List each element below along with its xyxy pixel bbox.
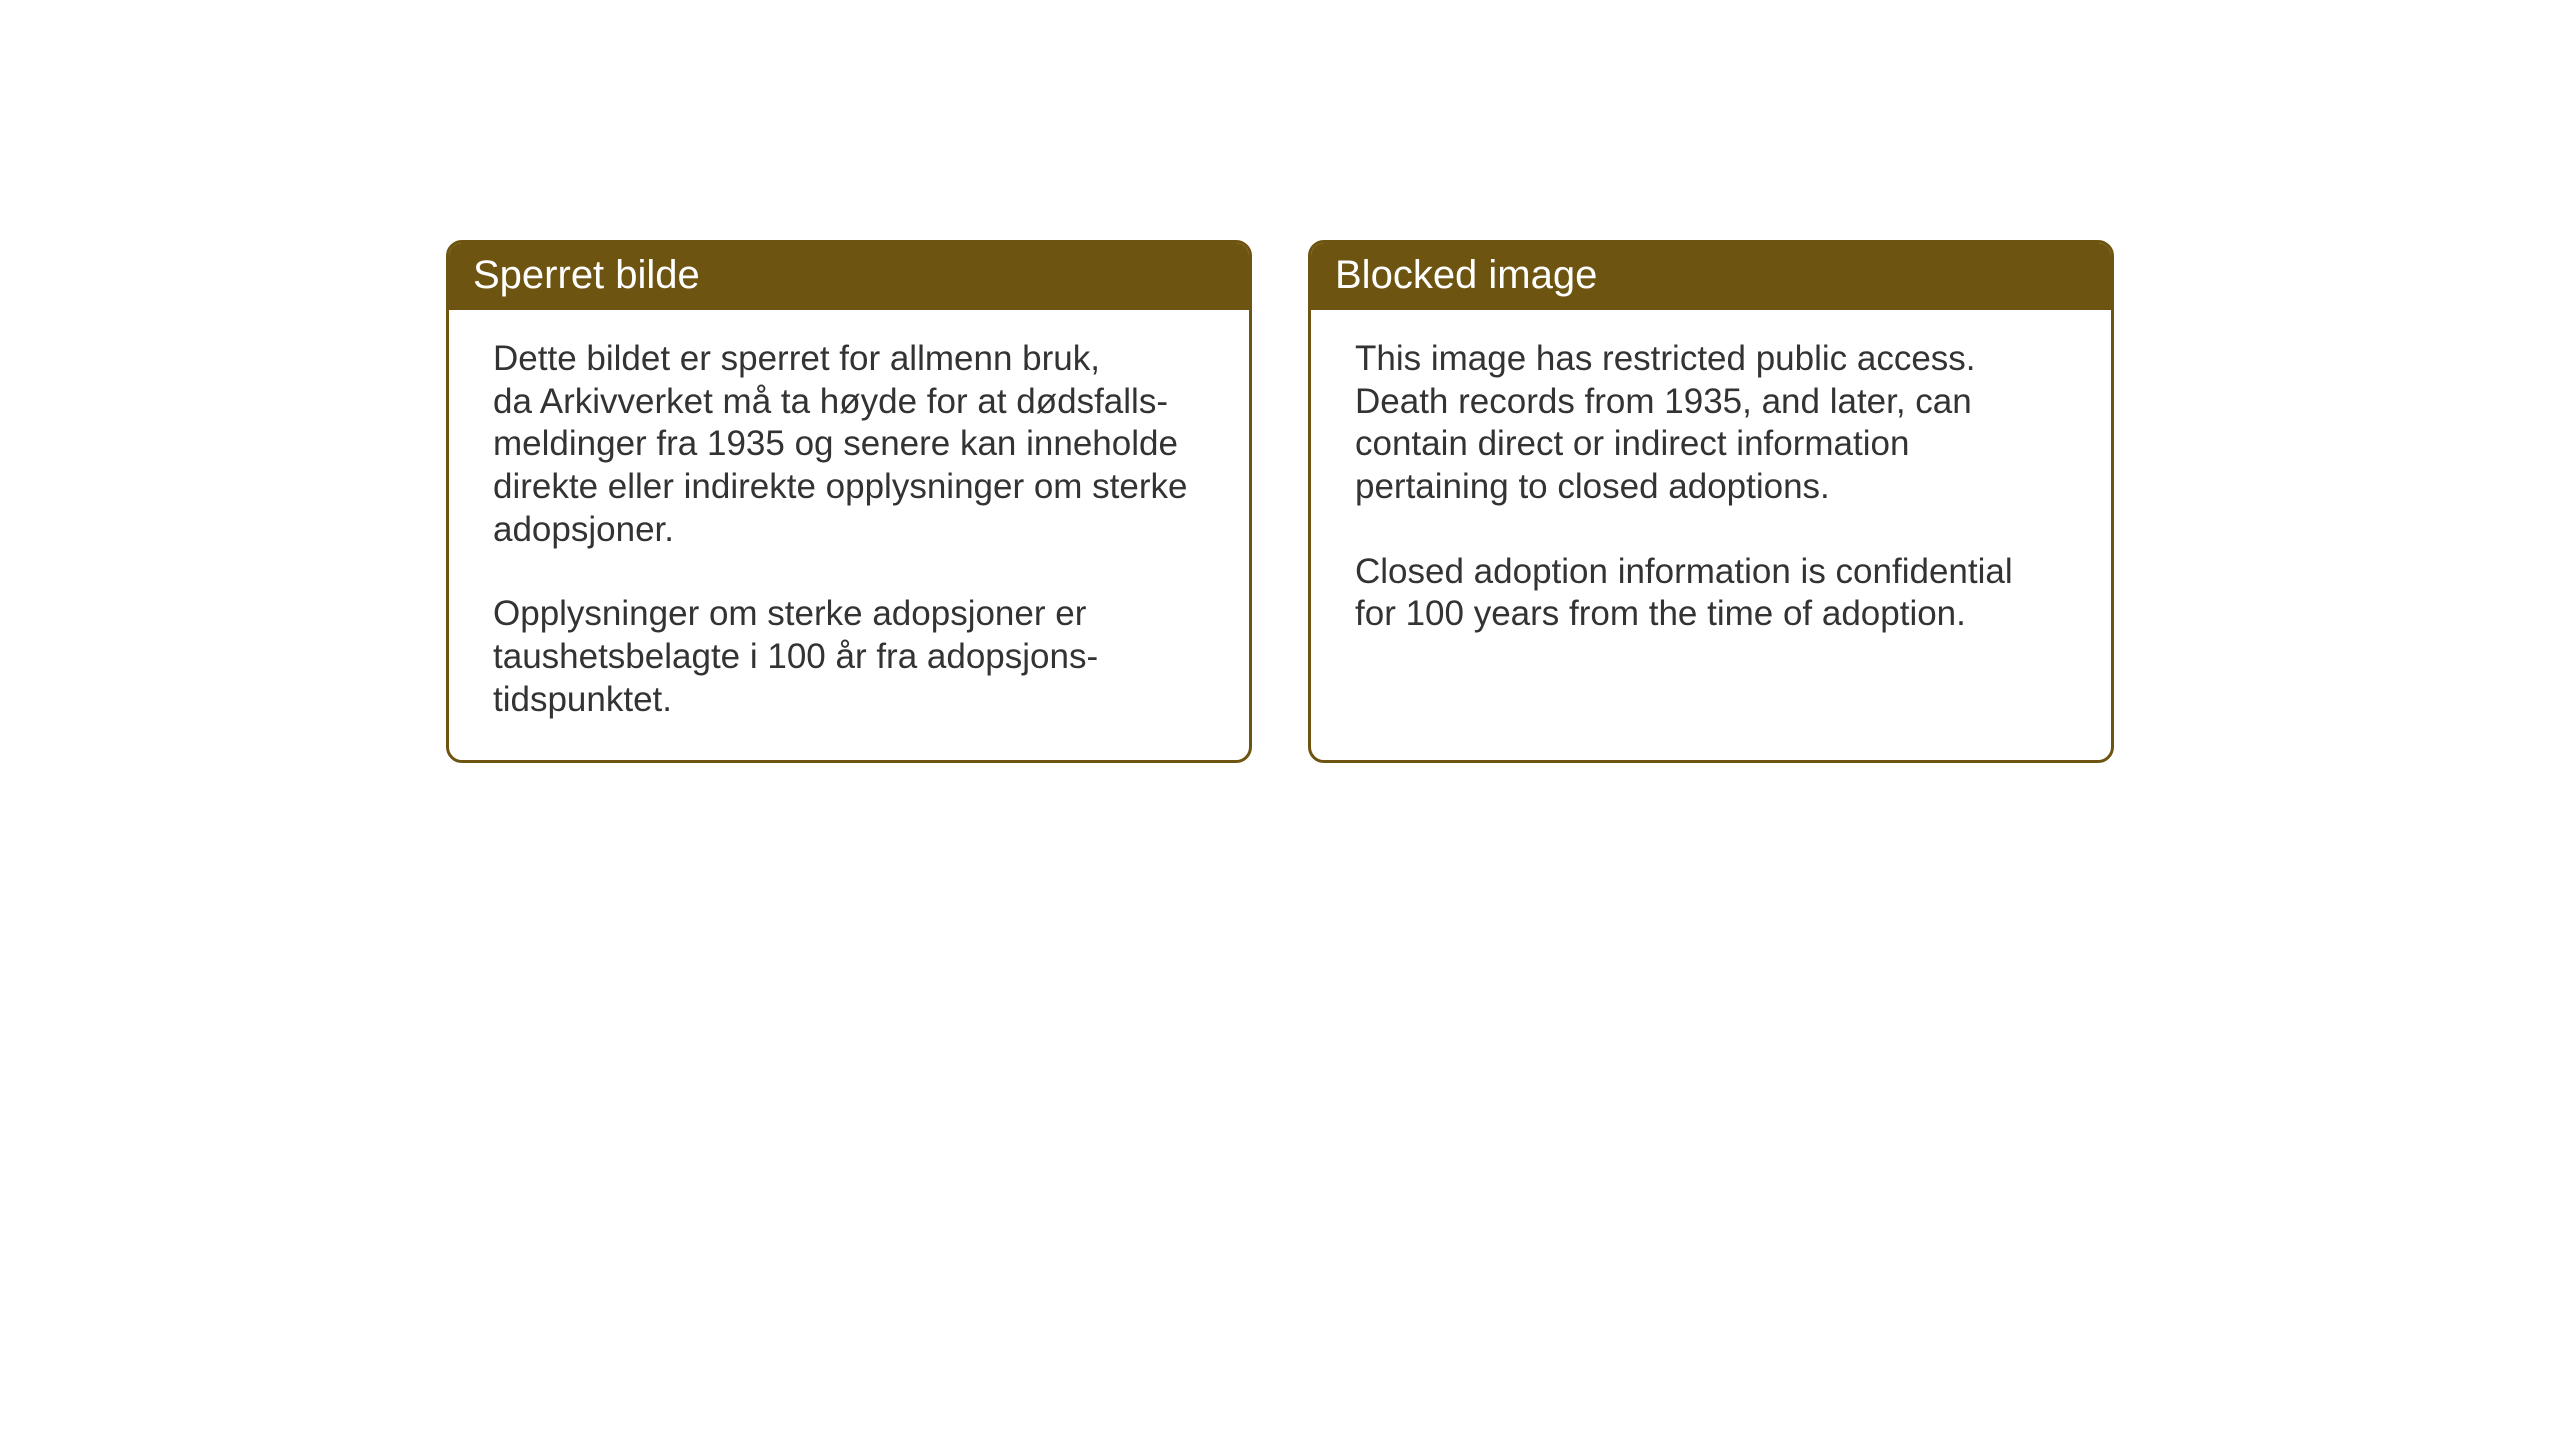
text-line: for 100 years from the time of adoption. xyxy=(1355,593,2067,636)
text-line: pertaining to closed adoptions. xyxy=(1355,466,2067,509)
card-body-english: This image has restricted public access.… xyxy=(1311,310,2111,712)
text-line: direkte eller indirekte opplysninger om … xyxy=(493,466,1205,509)
text-line: Death records from 1935, and later, can xyxy=(1355,381,2067,424)
text-line: adopsjoner. xyxy=(493,509,1205,552)
card-title-norwegian: Sperret bilde xyxy=(473,253,700,297)
card-body-norwegian: Dette bildet er sperret for allmenn bruk… xyxy=(449,310,1249,760)
paragraph-1-norwegian: Dette bildet er sperret for allmenn bruk… xyxy=(493,338,1205,551)
paragraph-1-english: This image has restricted public access.… xyxy=(1355,338,2067,509)
card-header-english: Blocked image xyxy=(1311,243,2111,310)
text-line: contain direct or indirect information xyxy=(1355,423,2067,466)
card-english: Blocked image This image has restricted … xyxy=(1308,240,2114,763)
cards-container: Sperret bilde Dette bildet er sperret fo… xyxy=(446,240,2114,763)
card-norwegian: Sperret bilde Dette bildet er sperret fo… xyxy=(446,240,1252,763)
text-line: This image has restricted public access. xyxy=(1355,338,2067,381)
card-header-norwegian: Sperret bilde xyxy=(449,243,1249,310)
paragraph-2-norwegian: Opplysninger om sterke adopsjoner er tau… xyxy=(493,593,1205,721)
text-line: Opplysninger om sterke adopsjoner er xyxy=(493,593,1205,636)
text-line: Dette bildet er sperret for allmenn bruk… xyxy=(493,338,1205,381)
text-line: taushetsbelagte i 100 år fra adopsjons- xyxy=(493,636,1205,679)
text-line: Closed adoption information is confident… xyxy=(1355,551,2067,594)
paragraph-2-english: Closed adoption information is confident… xyxy=(1355,551,2067,636)
text-line: meldinger fra 1935 og senere kan innehol… xyxy=(493,423,1205,466)
text-line: da Arkivverket må ta høyde for at dødsfa… xyxy=(493,381,1205,424)
text-line: tidspunktet. xyxy=(493,679,1205,722)
card-title-english: Blocked image xyxy=(1335,253,1597,297)
